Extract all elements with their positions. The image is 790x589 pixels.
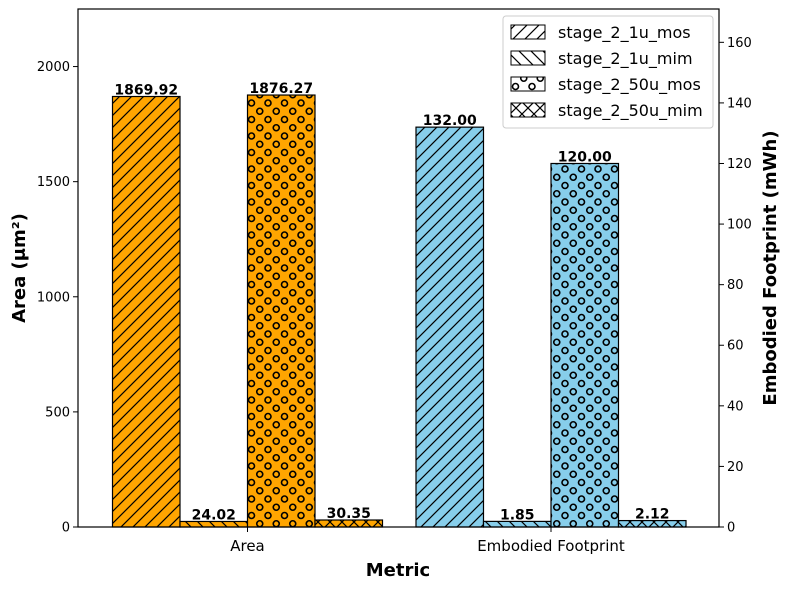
bar-hatch	[111, 95, 181, 528]
y-right-tick-label: 60	[727, 339, 744, 354]
bar-value-label: 132.00	[423, 113, 477, 129]
legend-label: stage_2_1u_mos	[558, 23, 691, 43]
bar-value-label: 120.00	[558, 149, 612, 165]
y-left-tick-label: 1500	[37, 175, 70, 190]
legend-label: stage_2_50u_mim	[558, 101, 703, 121]
bar-value-label: 2.12	[635, 507, 670, 523]
y-axis-right-title: Embodied Footprint (mWh)	[760, 130, 781, 405]
y-right-tick-label: 160	[727, 36, 752, 51]
y-left-tick-label: 0	[62, 521, 70, 536]
legend-label: stage_2_50u_mos	[558, 75, 701, 95]
bar-value-label: 1876.27	[249, 81, 313, 97]
labels-layer: 1869.92 24.02 1876.27 30.35 132.00 1.85 120.00…	[114, 81, 669, 523]
x-tick-label: Area	[230, 537, 265, 555]
bar-value-label: 1869.92	[114, 83, 178, 99]
y-left-tick-label: 2000	[37, 60, 70, 75]
legend-swatch-hatch	[510, 76, 546, 92]
bars-layer	[111, 94, 687, 528]
y-right-tick-label: 0	[727, 521, 735, 536]
bar-hatch	[550, 162, 620, 528]
plot-frame	[77, 8, 720, 528]
bar-value-label: 1.85	[500, 507, 535, 523]
legend-swatch-hatch	[510, 24, 546, 40]
y-right-tick-label: 120	[727, 157, 752, 172]
y-right-tick-label: 80	[727, 278, 744, 293]
bar-value-label: 24.02	[192, 507, 236, 523]
x-tick-label: Embodied Footprint	[477, 537, 625, 555]
y-axis-left-title: Area (μm²)	[9, 213, 30, 323]
legend-frame	[502, 15, 714, 129]
y-right-tick-label: 140	[727, 96, 752, 111]
y-left-tick-label: 1000	[37, 290, 70, 305]
bar-value-label: 30.35	[327, 506, 371, 522]
legend: stage_2_1u_mos stage_2_1u_mim stage_2_50u_…	[502, 15, 714, 129]
y-left-tick-label: 500	[45, 405, 70, 420]
ticks-layer: Area Embodied Footprint 0 500 1000 1500 2000 0 2…	[37, 36, 752, 555]
bar-hatch	[246, 94, 316, 528]
legend-swatch-hatch	[510, 50, 546, 66]
x-axis-title: Metric	[366, 560, 430, 581]
y-right-tick-label: 100	[727, 218, 752, 233]
legend-label: stage_2_1u_mim	[558, 49, 693, 69]
y-right-tick-label: 40	[727, 399, 744, 414]
y-right-tick-label: 20	[727, 460, 744, 475]
legend-swatch-hatch	[510, 102, 546, 118]
bar-hatch	[415, 126, 485, 528]
